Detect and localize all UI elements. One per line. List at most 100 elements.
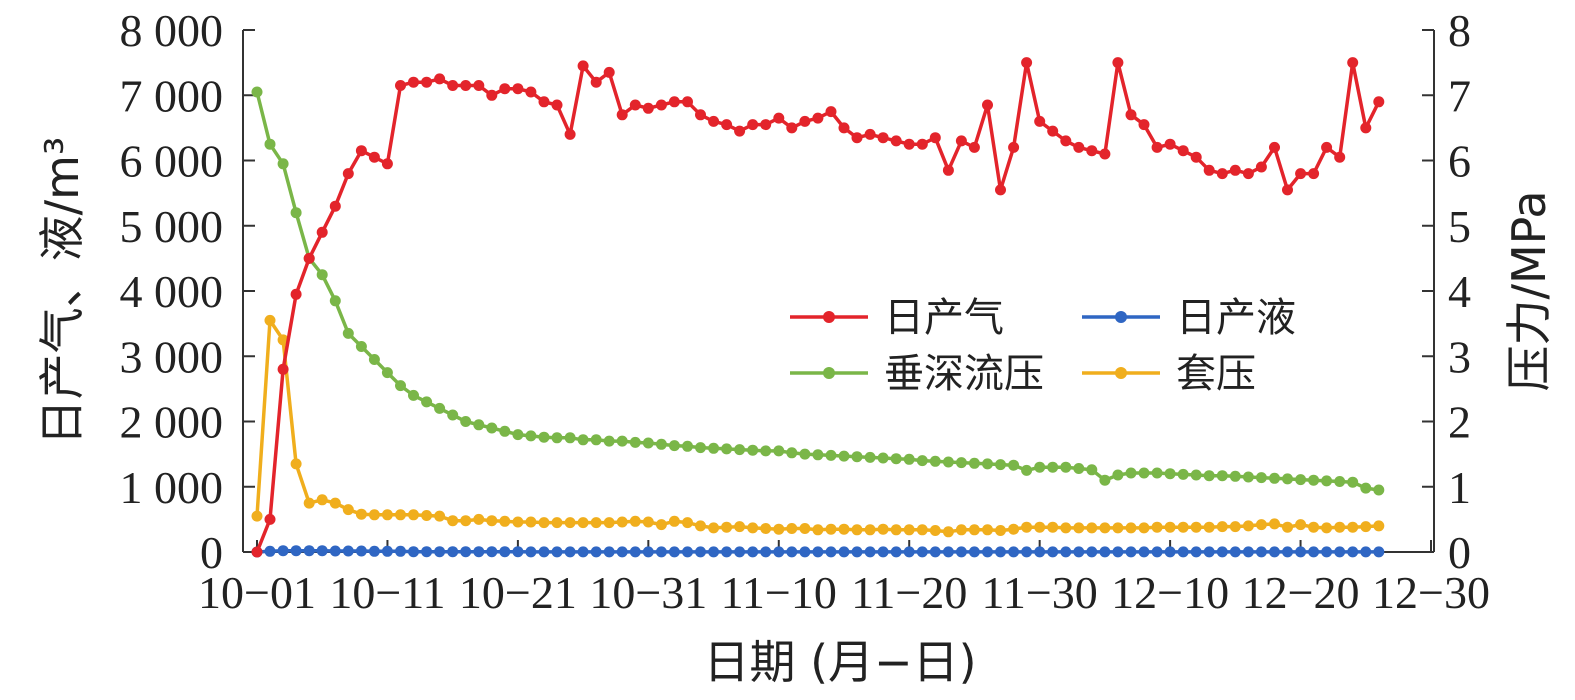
data-point bbox=[1334, 151, 1346, 163]
ticks-group: 0 1 000 2 000 3 000 4 000 5 000 6 000 7 000 8 00… bbox=[120, 5, 1490, 618]
data-point bbox=[1164, 138, 1176, 150]
data-point bbox=[499, 546, 511, 558]
data-point bbox=[942, 164, 954, 176]
data-point bbox=[355, 145, 367, 157]
legend-swatch-marker bbox=[1115, 311, 1127, 323]
data-point bbox=[721, 443, 733, 455]
data-point bbox=[1021, 464, 1033, 476]
data-point bbox=[1099, 522, 1111, 534]
data-point bbox=[434, 402, 446, 414]
left-y-tick-label: 7 000 bbox=[120, 70, 224, 121]
data-point bbox=[368, 545, 380, 557]
data-point bbox=[760, 119, 772, 131]
data-point bbox=[916, 138, 928, 150]
x-tick-label: 12−20 bbox=[1242, 567, 1360, 618]
x-axis-title: 日期 (月−日) bbox=[703, 635, 976, 689]
data-point bbox=[864, 451, 876, 463]
data-point bbox=[1269, 141, 1280, 153]
data-point bbox=[799, 523, 811, 534]
data-point bbox=[329, 497, 341, 509]
legend-item: 日产液 bbox=[1082, 295, 1296, 341]
data-point bbox=[1034, 521, 1046, 533]
legend-label: 日产气 bbox=[884, 295, 1004, 341]
data-point bbox=[1360, 521, 1372, 533]
data-point bbox=[1373, 96, 1385, 108]
data-point bbox=[381, 367, 393, 379]
data-point bbox=[1112, 522, 1124, 534]
data-point bbox=[734, 521, 746, 533]
data-point bbox=[982, 524, 993, 536]
data-point bbox=[316, 494, 328, 506]
data-point bbox=[538, 431, 550, 443]
data-point bbox=[251, 546, 263, 558]
data-point bbox=[1125, 546, 1137, 558]
left-y-tick-label: 8 000 bbox=[120, 5, 224, 56]
data-point bbox=[1321, 546, 1333, 558]
data-point bbox=[499, 83, 511, 95]
data-point bbox=[1112, 57, 1124, 69]
data-point bbox=[1229, 546, 1241, 558]
data-point bbox=[1216, 546, 1228, 558]
data-point bbox=[1164, 521, 1176, 533]
data-point bbox=[629, 436, 641, 448]
data-point bbox=[982, 99, 993, 111]
data-point bbox=[368, 151, 380, 163]
data-point bbox=[760, 546, 772, 558]
data-point bbox=[1047, 546, 1059, 558]
data-point bbox=[538, 517, 550, 529]
data-point bbox=[929, 132, 941, 144]
x-tick-label: 10−31 bbox=[589, 567, 707, 618]
data-point bbox=[447, 80, 459, 91]
data-point bbox=[1295, 519, 1307, 531]
data-point bbox=[982, 546, 993, 558]
data-point bbox=[877, 132, 889, 144]
data-point bbox=[1269, 546, 1280, 558]
data-point bbox=[1203, 521, 1215, 533]
data-point bbox=[890, 546, 902, 558]
data-point bbox=[1216, 470, 1228, 482]
data-point bbox=[316, 545, 328, 557]
data-point bbox=[838, 450, 850, 462]
data-point bbox=[642, 516, 654, 528]
data-point bbox=[1047, 125, 1059, 137]
data-point bbox=[1190, 546, 1202, 558]
data-point bbox=[538, 546, 550, 558]
legend-swatch-marker bbox=[823, 367, 835, 379]
data-point bbox=[786, 122, 798, 134]
right-y-tick-label: 3 bbox=[1448, 331, 1471, 382]
data-point bbox=[329, 200, 341, 212]
data-point bbox=[825, 106, 837, 118]
right-y-tick-label: 1 bbox=[1448, 462, 1471, 513]
right-y-tick-label: 5 bbox=[1448, 201, 1471, 252]
data-point bbox=[929, 455, 941, 467]
data-point bbox=[1086, 546, 1098, 558]
right-y-axis-title: 压力/MPa bbox=[1502, 190, 1556, 391]
data-point bbox=[1242, 520, 1254, 532]
data-point bbox=[421, 396, 433, 408]
data-point bbox=[1242, 546, 1254, 558]
data-point bbox=[642, 546, 654, 558]
data-point bbox=[1360, 546, 1372, 558]
data-point bbox=[408, 76, 419, 88]
data-point bbox=[316, 269, 328, 281]
data-point bbox=[355, 341, 367, 352]
data-point bbox=[590, 76, 602, 88]
data-point bbox=[629, 99, 641, 111]
x-tick-label: 11−10 bbox=[721, 567, 837, 618]
data-point bbox=[1034, 461, 1046, 473]
data-point bbox=[460, 546, 472, 558]
legend-label: 垂深流压 bbox=[884, 351, 1044, 397]
data-point bbox=[695, 546, 706, 558]
data-point bbox=[903, 546, 915, 558]
left-y-tick-label: 5 000 bbox=[120, 201, 224, 252]
data-point bbox=[1203, 546, 1215, 558]
data-point bbox=[1308, 168, 1320, 180]
data-point bbox=[1099, 474, 1111, 486]
axes-group bbox=[242, 30, 1435, 553]
data-point bbox=[695, 520, 706, 532]
data-point bbox=[1229, 470, 1241, 482]
data-point bbox=[1177, 546, 1189, 558]
data-point bbox=[1177, 468, 1189, 480]
data-point bbox=[903, 138, 915, 150]
data-point bbox=[968, 141, 980, 153]
